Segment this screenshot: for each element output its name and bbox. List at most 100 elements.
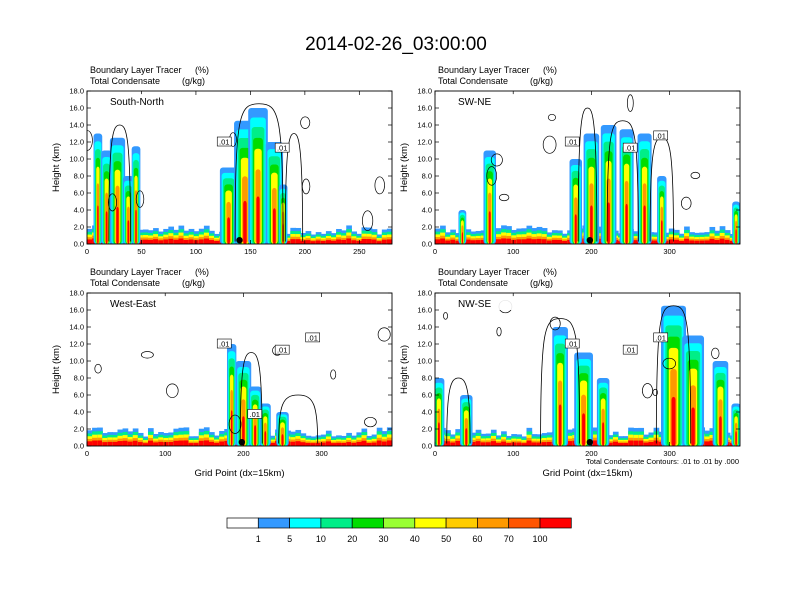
x-tick-label: 250 [353, 247, 366, 256]
tracer-cell [435, 239, 441, 244]
point-marker [238, 438, 246, 446]
contour-label-box [622, 344, 638, 355]
tracer-cell [320, 442, 327, 446]
tracer-column [230, 410, 233, 446]
tracer-cell [346, 238, 352, 244]
point-marker [236, 236, 243, 244]
tracer-cell [127, 441, 134, 446]
y-tick-label: 6.0 [422, 189, 432, 198]
tracer-cell [450, 239, 456, 244]
condensate-contour-loop [549, 316, 561, 331]
tracer-column [671, 396, 676, 446]
x-tick-label: 100 [159, 449, 172, 458]
panels-group: .01 .01 0.0 2.0 4.0 6.0 8.0 10.0 12.0 14.0 16.0 18.… [51, 65, 741, 479]
colorbar-label: 5 [287, 534, 292, 544]
point-marker [586, 236, 594, 244]
y-tick-label: 10.0 [69, 155, 84, 164]
x-tick-label: 100 [507, 247, 520, 256]
tracer-cell [356, 441, 363, 446]
y-tick-label: 10.0 [417, 357, 432, 366]
tracer-column [116, 206, 119, 244]
y-tick-label: 4.0 [74, 206, 84, 215]
condensate-contour [239, 352, 263, 444]
contour-note: Total Condensate Contours: .01 to .01 by… [586, 457, 739, 466]
y-tick-label: 2.0 [422, 425, 432, 434]
condensate-contour-loop [377, 327, 391, 342]
tracer-cell [137, 442, 144, 446]
x-tick-label: 200 [299, 247, 312, 256]
tracer-cell [612, 441, 619, 446]
tracer-cell [92, 440, 98, 446]
tracer-cell [470, 442, 477, 446]
tracer-field [87, 327, 392, 446]
tracer-cell [300, 240, 307, 244]
condensate-contour-loop [301, 178, 311, 195]
tracer-cell [290, 441, 297, 446]
point-marker [586, 438, 594, 446]
tracer-cell [112, 441, 119, 446]
contour-label: .01 [567, 138, 577, 147]
tracer-cell [107, 441, 114, 446]
tracer-cell [714, 240, 721, 244]
y-tick-label: 16.0 [417, 306, 432, 315]
tracer-column [227, 217, 231, 244]
condensate-contour-loop [166, 383, 179, 398]
tracer-cell [511, 442, 517, 446]
y-tick-label: 2.0 [74, 223, 84, 232]
colorbar-swatch [289, 517, 322, 529]
subtitle-tracer: Boundary Layer Tracer [438, 267, 530, 277]
tracer-cell [663, 240, 670, 244]
tracer-cell [496, 239, 502, 244]
plot-frame [434, 90, 741, 245]
y-tick-label: 18.0 [69, 87, 84, 96]
tracer-cell [597, 238, 604, 244]
panel-name: SW-NE [458, 97, 491, 108]
tracer-cell [381, 239, 388, 244]
tracer-cell [445, 441, 451, 446]
y-axis-label: Height (km) [51, 345, 62, 394]
condensate-contour-loop [362, 210, 374, 231]
tracer-cell [445, 240, 451, 244]
y-tick-label: 12.0 [69, 340, 84, 349]
tracer-cell [485, 442, 492, 446]
x-tick-label: 300 [315, 449, 328, 458]
panel-name-bg [107, 296, 179, 310]
tracer-cell [193, 240, 200, 244]
tracer-cell [331, 443, 337, 446]
condensate-contour-loop [443, 312, 448, 320]
tracer-cell [673, 239, 680, 244]
condensate-contour-loop [330, 369, 337, 380]
tracer-cell [173, 440, 180, 446]
colorbar-swatch [445, 517, 478, 529]
tracer-column [97, 205, 99, 244]
tracer-cell [325, 441, 332, 446]
tracer-cell [536, 442, 543, 446]
condensate-contour-loop [107, 193, 117, 212]
tracer-column [661, 220, 663, 244]
y-tick-label: 6.0 [74, 391, 84, 400]
y-tick-label: 10.0 [69, 357, 84, 366]
contour-label-box [622, 142, 638, 153]
contour-label-box [305, 332, 321, 343]
tracer-cell [361, 440, 368, 446]
tracer-cell [137, 239, 144, 244]
y-tick-label: 8.0 [74, 172, 84, 181]
tracer-cell [366, 239, 373, 244]
tracer-cell [336, 442, 342, 446]
condensate-contour-loop [711, 347, 720, 359]
y-tick-label: 4.0 [74, 408, 84, 417]
tracer-cell [699, 240, 706, 244]
tracer-cell [376, 440, 383, 446]
colorbar-label: 50 [441, 534, 451, 544]
tracer-cell [183, 240, 190, 244]
tracer-cell [536, 238, 543, 244]
tracer-cell [305, 442, 312, 446]
y-tick-label: 18.0 [69, 289, 84, 298]
y-tick-label: 0.0 [74, 240, 84, 249]
tracer-column [607, 202, 610, 244]
tracer-cell [450, 442, 456, 446]
tracer-cell [153, 239, 159, 244]
tracer-cell [102, 442, 108, 446]
tracer-cell [724, 239, 731, 244]
colorbar-swatch [539, 517, 572, 529]
